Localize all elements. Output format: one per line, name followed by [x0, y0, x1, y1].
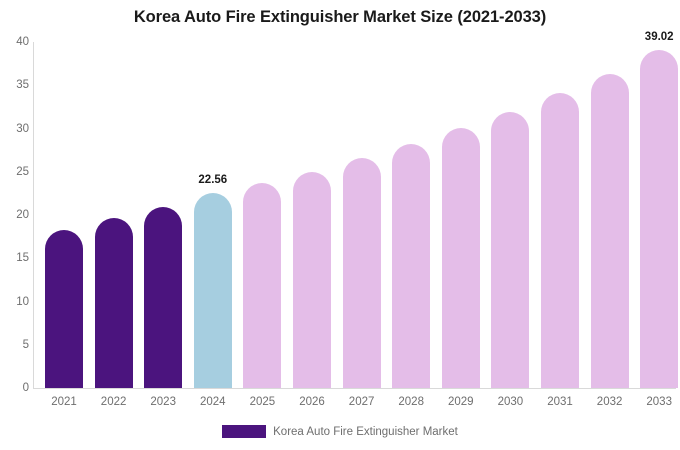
bar-slot	[342, 42, 381, 388]
bar-2032[interactable]	[590, 74, 629, 388]
bar-slot	[392, 42, 431, 388]
y-axis-tick-label: 35	[16, 79, 29, 92]
bar-slot	[243, 42, 282, 388]
bar-slot: 39.02	[640, 31, 679, 388]
bar-slot	[293, 42, 331, 388]
bar-slot	[45, 42, 83, 388]
bar-2023[interactable]	[144, 207, 183, 388]
x-axis-tick-label-2033: 2033	[646, 396, 672, 408]
bar-2021[interactable]	[45, 229, 83, 388]
x-axis-tick-label-2027: 2027	[348, 396, 375, 408]
y-axis-tick-label: 25	[16, 165, 29, 178]
y-axis-line	[33, 42, 34, 389]
plot-area: 22.56 39.02	[33, 31, 679, 388]
x-axis-tick-label-2029: 2029	[448, 396, 474, 408]
x-axis-tick-label-2028: 2028	[398, 396, 424, 408]
bar-2025[interactable]	[243, 183, 282, 388]
bar-2031[interactable]	[541, 93, 579, 388]
x-axis-tick-label-2025: 2025	[249, 396, 276, 408]
x-axis-tick-label-2024: 2024	[200, 396, 226, 408]
bar-slot	[94, 42, 133, 388]
x-axis-line	[33, 388, 676, 389]
y-axis-tick-label: 5	[22, 338, 29, 351]
bar-slot	[491, 42, 530, 388]
bar-2028[interactable]	[392, 144, 431, 388]
bar-value-label-2024: 22.56	[198, 173, 228, 186]
x-axis-tick-label-2023: 2023	[150, 396, 176, 408]
x-axis-tick-label-2026: 2026	[299, 396, 325, 408]
bar-slot: 22.56	[193, 42, 232, 388]
legend-label: Korea Auto Fire Extinguisher Market	[273, 425, 458, 438]
bar-2022[interactable]	[94, 217, 133, 388]
legend-swatch-korea-auto-fire-extinguisher-market	[222, 425, 267, 438]
bar-2027[interactable]	[342, 157, 381, 388]
bar-slot	[541, 42, 579, 388]
chart-title: Korea Auto Fire Extinguisher Market Size…	[133, 8, 547, 26]
x-axis-tick-label-2032: 2032	[596, 396, 623, 408]
x-axis-tick-label-2021: 2021	[51, 396, 77, 408]
x-axis-tick-label-2031: 2031	[547, 396, 573, 408]
bar-2033[interactable]	[640, 50, 679, 388]
bar-slot	[590, 42, 629, 388]
bar-2024[interactable]	[193, 192, 232, 388]
y-axis-tick-label: 0	[22, 382, 29, 394]
chart-legend: Korea Auto Fire Extinguisher Market	[0, 425, 680, 438]
bar-value-label-2033: 39.02	[644, 31, 674, 44]
bar-slot	[441, 42, 480, 388]
y-axis-tick-label: 30	[16, 122, 29, 135]
y-axis-tick-label: 15	[16, 252, 29, 265]
x-axis-tick-label-2022: 2022	[100, 396, 127, 408]
bar-2029[interactable]	[441, 127, 480, 388]
bar-2026[interactable]	[293, 171, 331, 388]
bar-2030[interactable]	[491, 112, 530, 388]
y-axis-tick-label: 10	[16, 295, 29, 308]
y-axis-tick-label: 40	[16, 36, 29, 48]
bar-slot	[144, 42, 183, 388]
y-axis-tick-labels: 0 5 10 15 20 25 30 35 40	[0, 0, 29, 450]
y-axis-tick-label: 20	[16, 209, 29, 221]
x-axis-tick-label-2030: 2030	[497, 396, 524, 408]
